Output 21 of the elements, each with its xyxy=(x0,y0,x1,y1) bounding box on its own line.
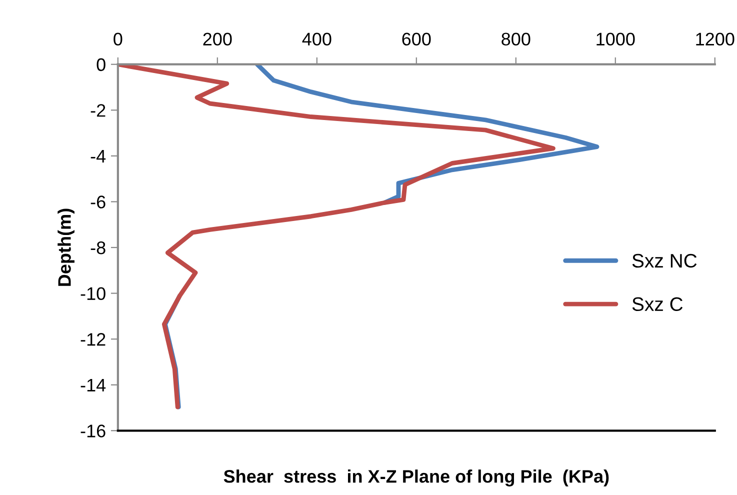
x-axis-title: Shear stress in X-Z Plane of long Pile (KPa) xyxy=(224,470,609,486)
y-tick-label: -8 xyxy=(90,241,106,254)
legend-label: Sxz NC xyxy=(632,254,697,268)
y-tick-label: -4 xyxy=(90,150,106,162)
y-tick-label: -2 xyxy=(90,104,106,117)
x-tick-label: 400 xyxy=(302,32,332,46)
legend-label: Sxz C xyxy=(632,297,683,312)
y-tick-label: -14 xyxy=(80,378,106,392)
x-tick-label: 1200 xyxy=(696,32,734,46)
y-axis-title: Depth(m) xyxy=(58,208,74,286)
y-tick-label: -6 xyxy=(90,196,106,208)
x-tick-label: 800 xyxy=(502,32,530,46)
y-tick-label: -10 xyxy=(80,287,106,300)
x-tick-label: 1000 xyxy=(596,32,635,46)
x-tick-label: 200 xyxy=(203,32,232,46)
x-tick-label: 600 xyxy=(402,32,431,46)
y-tick-label: 0 xyxy=(96,58,106,72)
y-tick-label: -12 xyxy=(80,333,106,346)
y-tick-label: -16 xyxy=(80,424,106,438)
line-series xyxy=(118,64,556,410)
x-tick-label: 0 xyxy=(114,32,122,46)
